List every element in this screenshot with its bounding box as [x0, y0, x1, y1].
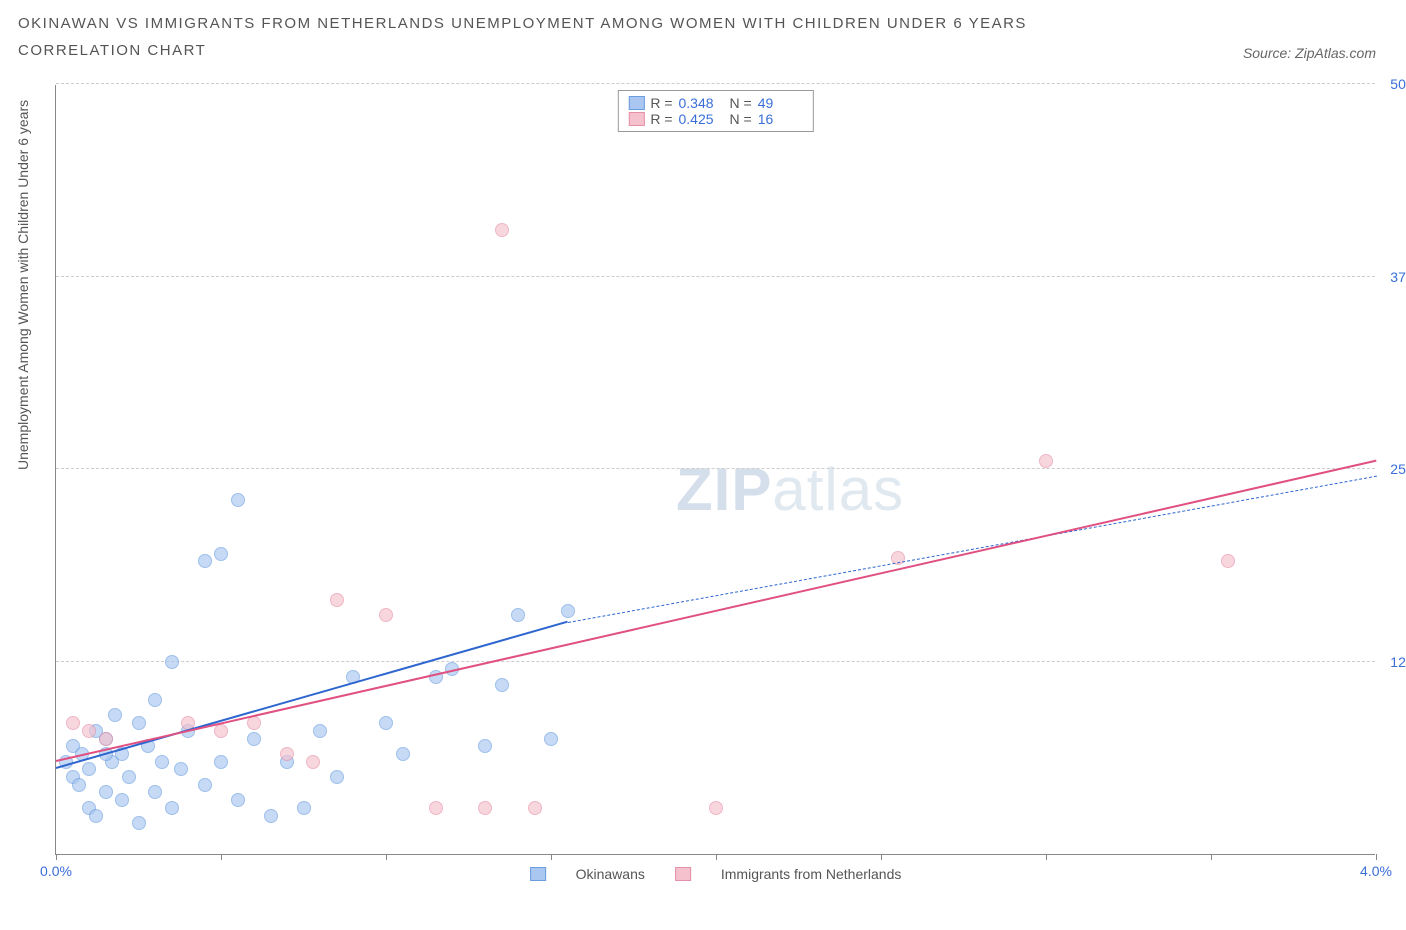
data-point-netherlands [429, 801, 443, 815]
data-point-okinawans [330, 770, 344, 784]
watermark-zip: ZIP [676, 456, 772, 523]
data-point-okinawans [544, 732, 558, 746]
data-point-netherlands [66, 716, 80, 730]
x-tick [1046, 854, 1047, 860]
data-point-netherlands [280, 747, 294, 761]
y-tick-label: 25.0% [1390, 461, 1406, 477]
trend-line [567, 476, 1376, 623]
x-tick [221, 854, 222, 860]
data-point-okinawans [231, 493, 245, 507]
data-point-okinawans [231, 793, 245, 807]
data-point-netherlands [82, 724, 96, 738]
data-point-netherlands [1039, 454, 1053, 468]
data-point-okinawans [165, 655, 179, 669]
data-point-okinawans [108, 708, 122, 722]
data-point-okinawans [122, 770, 136, 784]
chart-title-block: OKINAWAN VS IMMIGRANTS FROM NETHERLANDS … [18, 10, 1027, 64]
trend-line [56, 459, 1376, 761]
x-tick [716, 854, 717, 860]
data-point-okinawans [264, 809, 278, 823]
title-line-1: OKINAWAN VS IMMIGRANTS FROM NETHERLANDS … [18, 10, 1027, 37]
stat-r-label: R = [650, 95, 672, 111]
swatch-netherlands [628, 112, 644, 126]
x-tick [56, 854, 57, 860]
title-line-2: CORRELATION CHART [18, 37, 1027, 64]
data-point-netherlands [495, 223, 509, 237]
data-point-okinawans [148, 785, 162, 799]
stats-row-okinawans: R = 0.348 N = 49 [628, 95, 802, 111]
data-point-okinawans [247, 732, 261, 746]
legend-label-netherlands: Immigrants from Netherlands [721, 866, 902, 882]
data-point-okinawans [198, 778, 212, 792]
data-point-okinawans [198, 554, 212, 568]
y-axis-label: Unemployment Among Women with Children U… [15, 100, 31, 470]
data-point-okinawans [313, 724, 327, 738]
data-point-okinawans [297, 801, 311, 815]
data-point-okinawans [72, 778, 86, 792]
data-point-netherlands [214, 724, 228, 738]
legend-swatch-okinawans [530, 867, 546, 881]
scatter-chart: ZIPatlas R = 0.348 N = 49 R = 0.425 N = … [55, 85, 1375, 855]
data-point-netherlands [1221, 554, 1235, 568]
data-point-okinawans [214, 547, 228, 561]
data-point-okinawans [155, 755, 169, 769]
stat-n-label: N = [730, 111, 752, 127]
watermark-atlas: atlas [772, 456, 904, 523]
stat-r-value-okinawans: 0.348 [679, 95, 724, 111]
data-point-netherlands [99, 732, 113, 746]
correlation-stats-box: R = 0.348 N = 49 R = 0.425 N = 16 [617, 90, 813, 132]
x-tick-label: 0.0% [40, 863, 72, 879]
data-point-netherlands [247, 716, 261, 730]
stat-r-value-netherlands: 0.425 [679, 111, 724, 127]
data-point-okinawans [511, 608, 525, 622]
stat-n-value-netherlands: 16 [758, 111, 803, 127]
y-tick-label: 50.0% [1390, 76, 1406, 92]
y-tick-label: 12.5% [1390, 654, 1406, 670]
data-point-okinawans [561, 604, 575, 618]
y-tick-label: 37.5% [1390, 269, 1406, 285]
data-point-okinawans [495, 678, 509, 692]
x-tick [551, 854, 552, 860]
legend-label-okinawans: Okinawans [576, 866, 645, 882]
stat-n-label: N = [730, 95, 752, 111]
stat-r-label: R = [650, 111, 672, 127]
series-legend: Okinawans Immigrants from Netherlands [530, 866, 902, 882]
data-point-netherlands [306, 755, 320, 769]
stats-row-netherlands: R = 0.425 N = 16 [628, 111, 802, 127]
gridline [56, 83, 1375, 84]
data-point-okinawans [132, 816, 146, 830]
x-tick [1211, 854, 1212, 860]
legend-swatch-netherlands [675, 867, 691, 881]
data-point-netherlands [709, 801, 723, 815]
data-point-okinawans [99, 785, 113, 799]
x-tick [1376, 854, 1377, 860]
data-point-netherlands [528, 801, 542, 815]
gridline [56, 661, 1375, 662]
x-tick-label: 4.0% [1360, 863, 1392, 879]
x-tick [386, 854, 387, 860]
data-point-okinawans [379, 716, 393, 730]
swatch-okinawans [628, 96, 644, 110]
data-point-netherlands [330, 593, 344, 607]
data-point-okinawans [396, 747, 410, 761]
watermark: ZIPatlas [676, 455, 904, 524]
data-point-okinawans [82, 762, 96, 776]
source-attribution: Source: ZipAtlas.com [1243, 45, 1376, 61]
data-point-okinawans [174, 762, 188, 776]
data-point-okinawans [89, 809, 103, 823]
stat-n-value-okinawans: 49 [758, 95, 803, 111]
gridline [56, 276, 1375, 277]
gridline [56, 468, 1375, 469]
data-point-okinawans [132, 716, 146, 730]
data-point-netherlands [379, 608, 393, 622]
data-point-okinawans [115, 793, 129, 807]
x-tick [881, 854, 882, 860]
data-point-okinawans [148, 693, 162, 707]
data-point-okinawans [165, 801, 179, 815]
data-point-netherlands [478, 801, 492, 815]
data-point-okinawans [478, 739, 492, 753]
data-point-okinawans [214, 755, 228, 769]
